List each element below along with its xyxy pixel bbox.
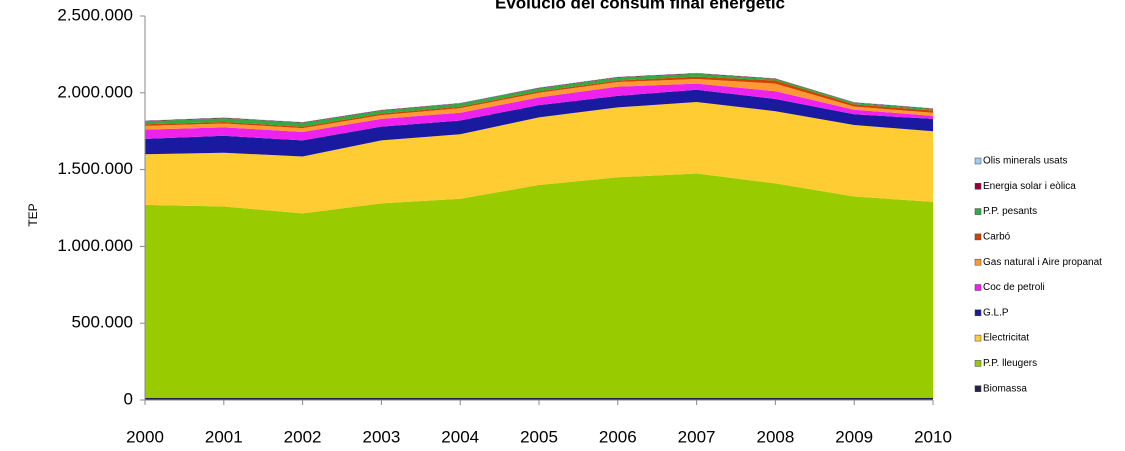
legend-label: Electricitat	[983, 333, 1029, 344]
x-tick-label: 2008	[756, 427, 794, 446]
legend-label: G.L.P	[983, 307, 1009, 318]
legend-label: Biomassa	[983, 383, 1027, 394]
x-tick-label: 2006	[599, 427, 637, 446]
y-tick-label: 0	[124, 389, 133, 408]
x-tick-label: 2007	[678, 427, 716, 446]
area	[145, 73, 933, 127]
area	[145, 173, 933, 398]
area	[145, 78, 933, 132]
legend-swatch	[974, 309, 982, 317]
x-tick-label: 2000	[126, 427, 164, 446]
legend-swatch	[974, 334, 982, 342]
y-tick-label: 2.000.000	[57, 82, 133, 101]
legend-label: P.P. lleugers	[983, 358, 1037, 369]
area	[145, 89, 933, 157]
y-tick-label: 2.500.000	[57, 5, 133, 24]
area	[145, 73, 933, 123]
area	[145, 397, 933, 400]
legend-label: Carbó	[983, 232, 1011, 243]
x-tick-label: 2003	[362, 427, 400, 446]
y-tick-label: 1.500.000	[57, 159, 133, 178]
legend-label: Energia solar i eòlica	[983, 181, 1076, 192]
legend-label: P.P. pesants	[983, 206, 1037, 217]
legend-swatch	[974, 157, 982, 165]
x-tick-label: 2001	[205, 427, 243, 446]
legend-swatch	[974, 258, 982, 266]
area	[145, 102, 933, 214]
legend-swatch	[974, 284, 982, 291]
legend-label: Olis minerals usats	[983, 156, 1067, 167]
y-tick-label: 1.000.000	[57, 236, 133, 255]
x-tick-label: 2002	[284, 427, 322, 446]
y-axis-label: TEP	[26, 203, 40, 226]
area	[145, 76, 933, 129]
legend-label: Coc de petroli	[983, 282, 1045, 293]
x-tick-label: 2010	[914, 427, 952, 446]
legend-label: Gas natural i Aire propanat	[983, 257, 1102, 268]
legend-swatch	[974, 208, 982, 215]
legend-swatch	[974, 183, 982, 190]
legend-swatch	[974, 360, 982, 367]
legend-swatch	[974, 233, 982, 241]
area	[145, 83, 933, 141]
y-tick-label: 500.000	[72, 313, 133, 332]
x-tick-label: 2009	[835, 427, 873, 446]
x-tick-label: 2005	[520, 427, 558, 446]
x-tick-label: 2004	[441, 427, 479, 446]
chart-title: Evolució del consum final energètic	[495, 0, 785, 12]
legend-swatch	[974, 385, 982, 392]
